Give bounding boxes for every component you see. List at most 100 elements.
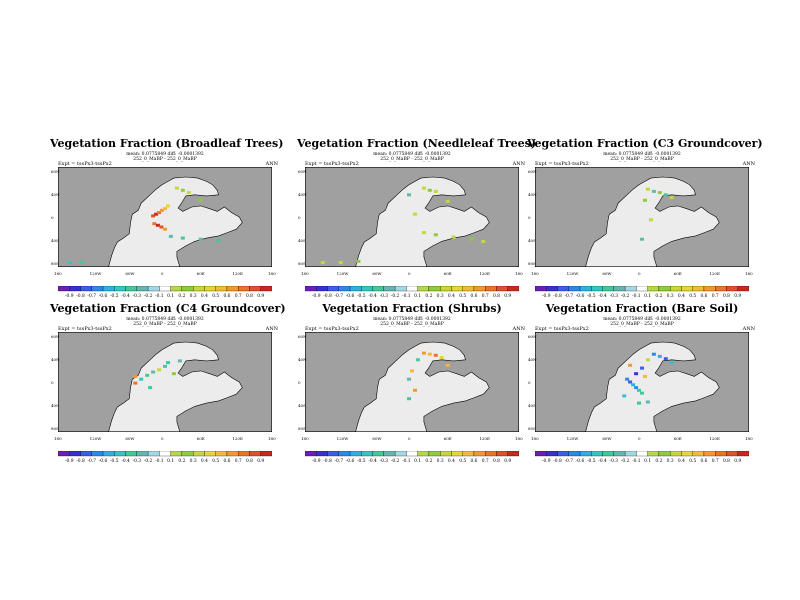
- colorbar-swatch-14: [204, 451, 216, 457]
- colorbar-label: -0.9: [65, 294, 74, 299]
- colorbar-label: 0.5: [689, 294, 696, 299]
- x-tick-label: 180: [745, 271, 753, 276]
- chart-panel-2: Vegetation Fraction (Needleleaf Trees) me…: [297, 137, 536, 307]
- colorbar-swatch-4: [91, 286, 104, 292]
- colorbar-swatch-10: [159, 286, 171, 292]
- x-tick-label: 180: [745, 436, 753, 441]
- anomaly-cell-13: [186, 191, 191, 195]
- colorbar-label: -0.7: [565, 459, 574, 464]
- anomaly-cell-8: [451, 235, 456, 239]
- colorbar-label: -0.9: [312, 294, 321, 299]
- stats-line-1: mean: 0.0775849 diff: -0.0001392: [126, 152, 204, 157]
- anomaly-cell-7: [166, 361, 170, 365]
- colorbar-swatch-5: [349, 286, 362, 292]
- experiment-label: Expt = tssPx3-tssPx2: [58, 326, 112, 332]
- experiment-label: Expt = tssPx3-tssPx2: [535, 161, 589, 167]
- chart-title: Vegetation Fraction (C3 Groundcover): [527, 137, 763, 150]
- x-tick-label: 120W: [89, 271, 102, 276]
- colorbar-swatch-9: [624, 451, 637, 457]
- colorbar-label: -0.8: [323, 294, 332, 299]
- anomaly-cell-19: [79, 261, 84, 265]
- y-tick-label: 80S: [298, 261, 306, 266]
- colorbar-label: 0.2: [425, 294, 432, 299]
- anomaly-cell-10: [445, 363, 450, 367]
- colorbar-label: 0.7: [235, 459, 242, 464]
- anomaly-cell-16: [669, 361, 674, 365]
- colorbar-swatch-19: [260, 451, 272, 457]
- x-tick-label: 60W: [125, 436, 135, 441]
- x-tick-label: 60E: [196, 271, 205, 276]
- y-tick-label: 80S: [528, 261, 536, 266]
- colorbar-label: 0.5: [689, 459, 696, 464]
- stats-text: mean: 0.0775849 diff: -0.0001392 252_0_Ma…: [297, 317, 527, 327]
- anomaly-cell-5: [163, 207, 167, 211]
- map-plot: [305, 167, 519, 267]
- colorbar: -0.9 -0.8 -0.7 -0.6 -0.5 -0.4 -0.3 -0.2 -0.1 0.1 0…: [535, 451, 749, 464]
- map-plot: [535, 332, 749, 432]
- anomaly-cell-6: [421, 231, 426, 235]
- colorbar-label: 0.6: [223, 459, 230, 464]
- x-tick-label: 0: [638, 271, 641, 276]
- colorbar-swatch-8: [136, 451, 149, 457]
- chart-title: Vegetation Fraction (Broadleaf Trees): [50, 137, 284, 150]
- colorbar-swatch-8: [613, 286, 626, 292]
- anomaly-cell-2: [154, 212, 159, 216]
- colorbar-label: 0.9: [734, 459, 741, 464]
- colorbar-label: 0.7: [712, 459, 719, 464]
- y-tick-label: 40S: [51, 238, 59, 243]
- season-label: ANN: [742, 161, 755, 167]
- stats-line-1: mean: 0.0775849 diff: -0.0001392: [373, 152, 451, 157]
- y-tick-label: 40S: [528, 238, 536, 243]
- colorbar-swatch-10: [636, 286, 648, 292]
- colorbar-swatch-10: [636, 451, 648, 457]
- colorbar-label: 0.4: [201, 459, 208, 464]
- colorbar-swatch-7: [372, 451, 384, 457]
- experiment-label: Expt = tssPx3-tssPx2: [305, 326, 359, 332]
- colorbar-label: -0.2: [621, 459, 630, 464]
- colorbar-label: 0.9: [734, 294, 741, 299]
- anomaly-cell-1: [421, 186, 426, 190]
- colorbar-label: 0.2: [425, 459, 432, 464]
- anomaly-cell-4: [663, 193, 668, 197]
- colorbar-label: -0.7: [88, 294, 97, 299]
- colorbar-swatch-13: [193, 451, 205, 457]
- experiment-label: Expt = tssPx3-tssPx2: [305, 161, 359, 167]
- colorbar-label: -0.3: [133, 294, 142, 299]
- x-tick-label: 60W: [602, 436, 612, 441]
- y-tick-label: 80S: [51, 426, 59, 431]
- anomaly-cell-4: [151, 370, 156, 374]
- colorbar-swatch-4: [91, 451, 104, 457]
- colorbar-swatch-18: [726, 286, 738, 292]
- anomaly-cell-10: [163, 227, 167, 231]
- map-plot: [58, 167, 272, 267]
- colorbar-label: -0.4: [368, 294, 377, 299]
- anomaly-cell-1: [133, 374, 138, 378]
- colorbar-swatch-15: [215, 451, 228, 457]
- colorbar-label: -0.8: [553, 459, 562, 464]
- colorbar-label: 0.7: [235, 294, 242, 299]
- colorbar-label: 0.5: [459, 294, 466, 299]
- anomaly-cell-12: [180, 188, 185, 192]
- colorbar-swatch-6: [591, 286, 603, 292]
- colorbar-label: 0.4: [678, 459, 685, 464]
- anomaly-cell-4: [407, 193, 411, 197]
- anomaly-cell-7: [407, 377, 411, 381]
- colorbar-swatch-13: [670, 451, 682, 457]
- colorbar-label: -0.2: [144, 294, 153, 299]
- y-tick-label: 40N: [528, 192, 537, 197]
- stats-line-2: 252_0_MaBP - 252_0_MaBP: [133, 322, 197, 327]
- colorbar-swatch-15: [462, 451, 475, 457]
- anomaly-cell-12: [663, 357, 668, 361]
- x-tick-label: 0: [638, 436, 641, 441]
- x-tick-label: 60E: [443, 271, 452, 276]
- anomaly-cell-8: [640, 366, 644, 370]
- x-tick-label: 60E: [673, 436, 682, 441]
- experiment-label: Expt = tssPx3-tssPx2: [535, 326, 589, 332]
- anomaly-cell-4: [634, 386, 639, 390]
- anomaly-cell-3: [631, 383, 636, 387]
- season-label: ANN: [512, 161, 525, 167]
- y-tick-label: 40S: [528, 403, 536, 408]
- x-tick-label: 120W: [566, 271, 579, 276]
- colorbar-label: -0.7: [335, 294, 344, 299]
- colorbar-label: 0.2: [655, 459, 662, 464]
